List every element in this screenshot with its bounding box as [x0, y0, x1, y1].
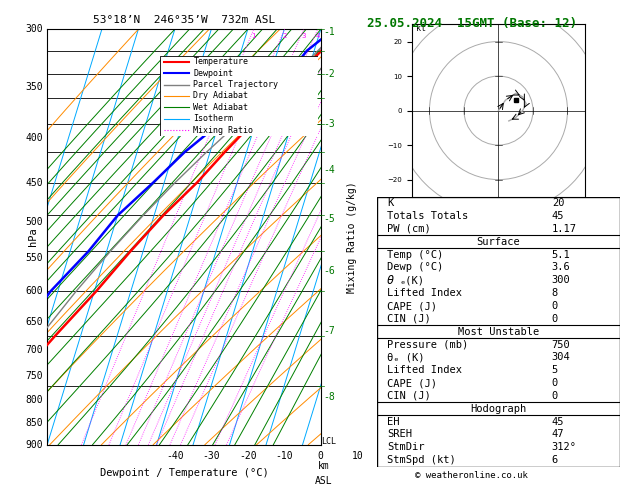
Text: 650: 650	[25, 316, 43, 327]
Text: 1.17: 1.17	[552, 224, 577, 234]
Text: -3: -3	[323, 119, 335, 129]
Text: Temp (°C): Temp (°C)	[387, 250, 443, 260]
Text: Dewpoint / Temperature (°C): Dewpoint / Temperature (°C)	[99, 468, 269, 478]
Text: -7: -7	[323, 326, 335, 336]
Text: 20: 20	[388, 451, 399, 461]
Text: CAPE (J): CAPE (J)	[387, 301, 437, 311]
Text: 0: 0	[552, 314, 558, 324]
Text: Temperature: Temperature	[194, 57, 248, 66]
Text: Wet Adiabat: Wet Adiabat	[194, 103, 248, 112]
Text: 750: 750	[25, 371, 43, 381]
Text: StmDir: StmDir	[387, 442, 425, 452]
Text: 6: 6	[552, 455, 558, 465]
Text: 750: 750	[552, 340, 571, 349]
Text: -8: -8	[323, 392, 335, 402]
Text: km: km	[318, 461, 329, 471]
Text: LCL: LCL	[321, 437, 337, 446]
Text: Lifted Index: Lifted Index	[387, 365, 462, 375]
Text: Dewpoint: Dewpoint	[194, 69, 233, 78]
Text: 2: 2	[282, 34, 287, 39]
Text: 300: 300	[25, 24, 43, 34]
Text: -4: -4	[323, 165, 335, 175]
Text: 20: 20	[552, 198, 564, 208]
Text: 0: 0	[552, 301, 558, 311]
Text: 450: 450	[25, 177, 43, 188]
Text: Dewp (°C): Dewp (°C)	[387, 262, 443, 273]
Text: StmSpd (kt): StmSpd (kt)	[387, 455, 456, 465]
Text: 550: 550	[25, 253, 43, 263]
Text: EH: EH	[387, 417, 399, 427]
Text: -40: -40	[166, 451, 184, 461]
Text: 3.6: 3.6	[552, 262, 571, 273]
Text: Mixing Ratio: Mixing Ratio	[194, 126, 253, 135]
Text: 47: 47	[552, 430, 564, 439]
Text: θ: θ	[387, 274, 394, 287]
Text: 3: 3	[301, 34, 306, 39]
Text: -5: -5	[323, 214, 335, 224]
Text: -30: -30	[203, 451, 220, 461]
Text: 30: 30	[425, 451, 436, 461]
Text: SREH: SREH	[387, 430, 412, 439]
Text: 1: 1	[252, 34, 256, 39]
Text: 25.05.2024  15GMT (Base: 12): 25.05.2024 15GMT (Base: 12)	[367, 17, 577, 30]
Text: Mixing Ratio (g/kg): Mixing Ratio (g/kg)	[347, 181, 357, 293]
Text: Lifted Index: Lifted Index	[387, 288, 462, 298]
Text: Isotherm: Isotherm	[194, 114, 233, 123]
Text: © weatheronline.co.uk: © weatheronline.co.uk	[415, 471, 528, 480]
Text: 4: 4	[316, 34, 320, 39]
Text: Most Unstable: Most Unstable	[458, 327, 539, 337]
Text: ASL: ASL	[314, 476, 332, 486]
Text: Dry Adiabat: Dry Adiabat	[194, 91, 248, 101]
Text: -1: -1	[323, 27, 335, 37]
Text: hPa: hPa	[28, 227, 38, 246]
Text: -6: -6	[323, 266, 335, 276]
Text: 5: 5	[552, 365, 558, 375]
Text: ₑ(K): ₑ(K)	[399, 275, 424, 285]
Text: K: K	[387, 198, 393, 208]
Text: 304: 304	[552, 352, 571, 363]
Text: CAPE (J): CAPE (J)	[387, 378, 437, 388]
Text: 45: 45	[552, 417, 564, 427]
Text: θₑ (K): θₑ (K)	[387, 352, 425, 363]
Text: 53°18’N  246°35’W  732m ASL: 53°18’N 246°35’W 732m ASL	[93, 15, 275, 25]
Text: 8: 8	[552, 288, 558, 298]
Text: 500: 500	[25, 217, 43, 227]
Text: 0: 0	[318, 451, 324, 461]
Text: 0: 0	[552, 391, 558, 401]
Text: 400: 400	[25, 133, 43, 143]
Text: 0: 0	[552, 378, 558, 388]
Text: 350: 350	[25, 83, 43, 92]
Text: 800: 800	[25, 395, 43, 405]
Text: -20: -20	[239, 451, 257, 461]
Text: 312°: 312°	[552, 442, 577, 452]
Text: -2: -2	[323, 69, 335, 79]
Text: 600: 600	[25, 286, 43, 296]
Text: kt: kt	[416, 24, 426, 33]
Text: 700: 700	[25, 345, 43, 355]
Text: 45: 45	[552, 211, 564, 221]
Text: Surface: Surface	[477, 237, 520, 247]
Text: Pressure (mb): Pressure (mb)	[387, 340, 469, 349]
Text: -10: -10	[276, 451, 293, 461]
Text: 5.1: 5.1	[552, 250, 571, 260]
Text: Hodograph: Hodograph	[470, 404, 526, 414]
Text: CIN (J): CIN (J)	[387, 314, 431, 324]
Text: 900: 900	[25, 440, 43, 450]
Text: 300: 300	[552, 275, 571, 285]
Text: 10: 10	[352, 451, 363, 461]
Text: PW (cm): PW (cm)	[387, 224, 431, 234]
Text: Parcel Trajectory: Parcel Trajectory	[194, 80, 279, 89]
Text: Totals Totals: Totals Totals	[387, 211, 469, 221]
Text: 850: 850	[25, 418, 43, 428]
Text: CIN (J): CIN (J)	[387, 391, 431, 401]
